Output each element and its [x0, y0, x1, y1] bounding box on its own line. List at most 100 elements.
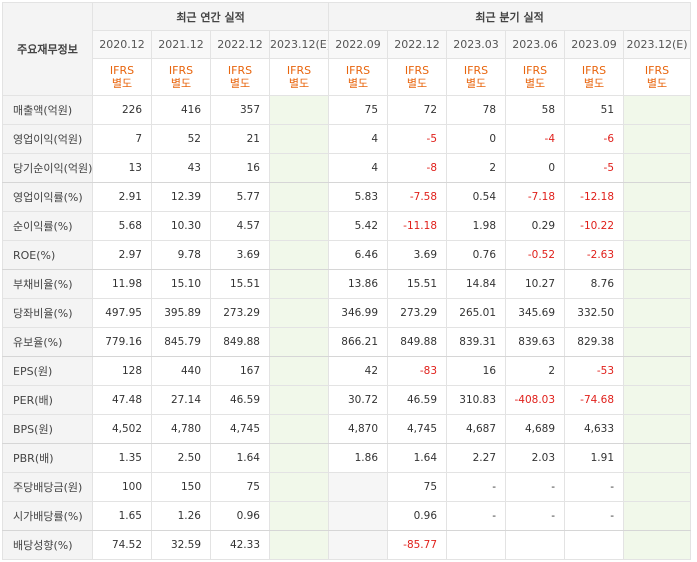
quarterly-value-cell: [623, 414, 692, 444]
quarterly-value-cell: -: [505, 472, 566, 502]
quarterly-value-cell: 15.51: [387, 269, 448, 299]
quarterly-value-cell: 839.63: [505, 327, 566, 357]
annual-value-cell: 46.59: [210, 385, 270, 415]
quarterly-period-header: 2023.03: [446, 30, 507, 59]
annual-value-cell: [268, 182, 330, 212]
quarterly-value-cell: 0.76: [446, 240, 507, 270]
quarterly-value-cell: 866.21: [328, 327, 389, 357]
annual-value-cell: 226: [92, 95, 152, 125]
annual-value-cell: 16: [210, 153, 270, 183]
annual-value-cell: 11.98: [92, 269, 152, 299]
annual-value-cell: 440: [151, 356, 211, 386]
quarterly-value-cell: 13.86: [328, 269, 389, 299]
ifrs-sub-label: 별도: [347, 77, 369, 90]
annual-value-cell: 15.51: [210, 269, 270, 299]
table-row: ROE(%) 2.97 9.78 3.69 6.46 3.69 0.76 -0.52 -2.63: [2, 240, 692, 270]
quarterly-value-cell: [623, 240, 692, 270]
quarterly-value-cell: 6.46: [328, 240, 389, 270]
annual-period-header: 2022.12: [210, 30, 270, 59]
annual-value-cell: 2.97: [92, 240, 152, 270]
quarterly-value-cell: [328, 530, 389, 560]
quarterly-value-cell: -83: [387, 356, 448, 386]
quarterly-value-cell: [623, 501, 692, 531]
annual-value-cell: 1.64: [210, 443, 270, 473]
annual-value-cell: 43: [151, 153, 211, 183]
quarterly-value-cell: 4,633: [564, 414, 625, 444]
quarterly-value-cell: [623, 124, 692, 154]
table-row: BPS(원) 4,502 4,780 4,745 4,870 4,745 4,687 4,68…: [2, 414, 692, 444]
ifrs-sub-label: 별도: [583, 77, 605, 90]
annual-period-header: 2023.12(E): [268, 30, 330, 59]
quarterly-value-cell: 5.42: [328, 211, 389, 241]
quarterly-value-cell: -85.77: [387, 530, 448, 560]
annual-value-cell: [268, 501, 330, 531]
quarterly-value-cell: -6: [564, 124, 625, 154]
quarterly-value-cell: [328, 472, 389, 502]
quarterly-period-header: 2023.12(E): [623, 30, 692, 59]
ifrs-label: IFRS: [227, 64, 253, 77]
annual-value-cell: [268, 443, 330, 473]
annual-value-cell: 497.95: [92, 298, 152, 328]
ifrs-sub-label: 별도: [524, 77, 546, 90]
ifrs-label: IFRS: [522, 64, 548, 77]
quarterly-value-cell: [623, 182, 692, 212]
annual-ifrs-badge: IFRS 별도: [92, 58, 152, 96]
annual-ifrs-badge: IFRS 별도: [151, 58, 211, 96]
quarterly-value-cell: 829.38: [564, 327, 625, 357]
annual-value-cell: 0.96: [210, 501, 270, 531]
quarterly-value-cell: 5.83: [328, 182, 389, 212]
quarterly-value-cell: [623, 327, 692, 357]
annual-value-cell: [268, 472, 330, 502]
annual-value-cell: 167: [210, 356, 270, 386]
quarterly-value-cell: 2.27: [446, 443, 507, 473]
annual-value-cell: [268, 385, 330, 415]
row-label: 순이익률(%): [2, 211, 93, 241]
table-row: 매출액(억원) 226 416 357 75 72 78 58 51: [2, 95, 692, 125]
annual-value-cell: 779.16: [92, 327, 152, 357]
annual-value-cell: 13: [92, 153, 152, 183]
table-row: 시가배당률(%) 1.65 1.26 0.96 0.96- - -: [2, 501, 692, 531]
quarterly-value-cell: [564, 530, 625, 560]
quarterly-value-cell: -: [446, 472, 507, 502]
quarterly-value-cell: 72: [387, 95, 448, 125]
annual-period-header: 2020.12: [92, 30, 152, 59]
annual-value-cell: 42.33: [210, 530, 270, 560]
row-label: 영업이익(억원): [2, 124, 93, 154]
quarterly-value-cell: -11.18: [387, 211, 448, 241]
annual-value-cell: 7: [92, 124, 152, 154]
table-row: 순이익률(%) 5.68 10.30 4.57 5.42 -11.18 1.98 0.29 -1…: [2, 211, 692, 241]
quarterly-ifrs-badge: IFRS 별도: [446, 58, 507, 96]
quarterly-value-cell: [623, 443, 692, 473]
annual-value-cell: 1.35: [92, 443, 152, 473]
annual-value-cell: [268, 414, 330, 444]
quarterly-value-cell: [505, 530, 566, 560]
quarterly-value-cell: 849.88: [387, 327, 448, 357]
ifrs-label: IFRS: [581, 64, 607, 77]
annual-value-cell: 4,502: [92, 414, 152, 444]
quarterly-value-cell: [623, 298, 692, 328]
quarterly-value-cell: [623, 153, 692, 183]
table-row: EPS(원) 128 440 167 42 -83 16 2 -53: [2, 356, 692, 386]
annual-value-cell: [268, 95, 330, 125]
ifrs-sub-label: 별도: [646, 77, 668, 90]
quarterly-value-cell: -10.22: [564, 211, 625, 241]
quarterly-value-cell: [623, 472, 692, 502]
row-label: 부채비율(%): [2, 269, 93, 299]
annual-value-cell: 128: [92, 356, 152, 386]
ifrs-label: IFRS: [345, 64, 371, 77]
quarterly-period-header: 2022.12: [387, 30, 448, 59]
quarterly-value-cell: [623, 356, 692, 386]
quarterly-value-cell: -53: [564, 356, 625, 386]
row-label: 영업이익률(%): [2, 182, 93, 212]
annual-value-cell: 74.52: [92, 530, 152, 560]
table-row: PBR(배) 1.35 2.50 1.64 1.86 1.64 2.27 2.03 1.91: [2, 443, 692, 473]
row-label: 시가배당률(%): [2, 501, 93, 531]
annual-value-cell: [268, 153, 330, 183]
ifrs-label: IFRS: [404, 64, 430, 77]
annual-value-cell: 52: [151, 124, 211, 154]
quarterly-value-cell: -: [505, 501, 566, 531]
annual-value-cell: 2.50: [151, 443, 211, 473]
row-label: 배당성향(%): [2, 530, 93, 560]
